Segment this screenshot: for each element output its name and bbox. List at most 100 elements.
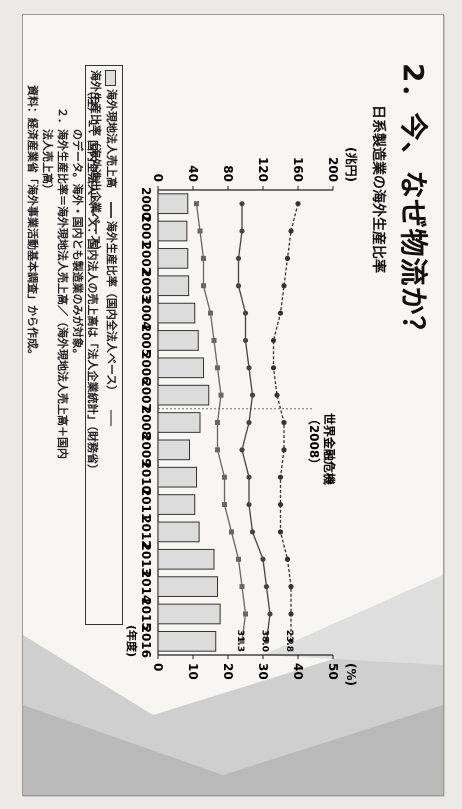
line-point (263, 584, 270, 590)
bar (157, 248, 189, 269)
line-point (246, 474, 252, 480)
x-tick-label: 2004 (139, 296, 153, 329)
line-point (239, 584, 245, 590)
line-point (281, 419, 287, 426)
line-point (239, 201, 245, 207)
line-point (284, 556, 291, 562)
note-line-2: のデータ。海外・国内とも製造業のみが対象。 (71, 85, 84, 360)
y-left-label: (兆円) (344, 147, 359, 182)
y-left-tick-label: 80 (221, 165, 235, 182)
y-right-label: (%) (344, 663, 358, 686)
y-right-tick-label: 30 (256, 663, 270, 680)
line-point (208, 310, 213, 316)
x-tick-label: 2003 (139, 269, 153, 302)
y-right-tick-label: 40 (291, 663, 305, 680)
line-point (246, 419, 252, 426)
x-tick-label: 2016 (139, 625, 153, 658)
legend-bar: 海外現地法人売上高 (105, 70, 118, 188)
line-point (239, 228, 245, 234)
line-point (270, 337, 277, 344)
line-point (277, 529, 284, 535)
bar (157, 576, 218, 597)
slide-content: 2．今、なぜ物流か？ 日系製造業の海外生産比率 0 40 80 120 160 200 (兆… (23, 15, 443, 795)
y-left-tick-label: 40 (186, 165, 200, 182)
line-point (260, 556, 266, 562)
bar (157, 439, 190, 461)
line-point (229, 529, 234, 535)
bar (157, 630, 217, 652)
bar (157, 357, 204, 379)
x-tick-label: 2005 (139, 324, 153, 357)
line-point (277, 310, 284, 316)
line-point (215, 365, 220, 371)
x-tick-label: 2012 (139, 515, 153, 548)
y-right-tick-label: 20 (221, 663, 235, 680)
line-point (246, 501, 252, 508)
note-line-5: 資料：経済産業省「海外事業活動基本調査」から作成。 (26, 85, 39, 360)
x-tick-label: 2009 (139, 433, 153, 466)
line-series-1 (237, 203, 271, 642)
y-left-tick-label: 200 (326, 157, 340, 182)
y-left-tick-label: 120 (256, 157, 270, 182)
line-point (267, 611, 273, 617)
line-point (295, 201, 301, 207)
y-right-tick-label: 10 (186, 663, 200, 680)
annotation-label: 世界金融危機 (322, 413, 337, 485)
line-point (277, 474, 284, 480)
bar (157, 412, 201, 433)
line-point (288, 584, 294, 590)
bar (157, 494, 196, 515)
line-point (197, 228, 203, 234)
line-point (243, 611, 248, 617)
line-point (222, 502, 227, 508)
x-tick-label: 2014 (139, 570, 153, 603)
y-right-tick-label: 0 (151, 663, 165, 671)
x-tick-label: 2000 (139, 187, 153, 220)
line-point (239, 447, 245, 453)
bar (157, 521, 200, 543)
line-point (215, 420, 220, 425)
x-tick-label: 2001 (139, 214, 153, 247)
line-point (270, 365, 277, 371)
line-point (236, 556, 241, 562)
line-point (284, 255, 291, 261)
line-point (263, 638, 270, 644)
x-tick-label: 2008 (139, 406, 153, 439)
line-point (249, 392, 256, 398)
line-point (201, 255, 206, 261)
bar (157, 384, 210, 406)
line-point (277, 501, 284, 508)
legend-line-1: 海外生産比率（国内全法人ベース） (105, 201, 118, 396)
line-point (239, 638, 245, 644)
bar (157, 193, 189, 215)
bar (157, 330, 199, 351)
end-value-label: 23.8 (284, 630, 294, 652)
bar (157, 548, 215, 570)
note-line-3: ２．海外生産比率＝海外現地法人売上高／（海外現地法人売上高＋国内 (56, 85, 69, 459)
x-tick-label: 2013 (139, 543, 153, 576)
line-point (288, 228, 294, 234)
y-left-tick-label: 0 (151, 174, 165, 182)
line-point (288, 638, 294, 644)
x-tick-label: 2002 (139, 242, 153, 275)
bar (157, 220, 188, 242)
bar (157, 275, 190, 297)
line-point (211, 337, 217, 343)
line-point (201, 283, 206, 289)
y-left-tick-label: 160 (291, 157, 305, 182)
note-line-4: 法人売上高） (41, 85, 54, 195)
chart: 0 40 80 120 160 200 (兆円) 0 10 20 30 40 50 (%) 20002001… (125, 147, 359, 686)
line-point (235, 283, 242, 289)
x-tick-label: 2015 (139, 597, 153, 630)
line-point (281, 283, 287, 289)
line-point (281, 447, 287, 453)
line-point (288, 611, 294, 617)
line-point (274, 392, 280, 398)
line-point (222, 474, 227, 480)
line-point (242, 337, 249, 344)
bar (157, 603, 221, 625)
line-point (215, 447, 220, 453)
line-point (246, 365, 252, 371)
slide: 2．今、なぜ物流か？ 日系製造業の海外生産比率 0 40 80 120 160 200 (兆… (22, 14, 444, 796)
x-axis-label: (年度) (125, 625, 139, 657)
